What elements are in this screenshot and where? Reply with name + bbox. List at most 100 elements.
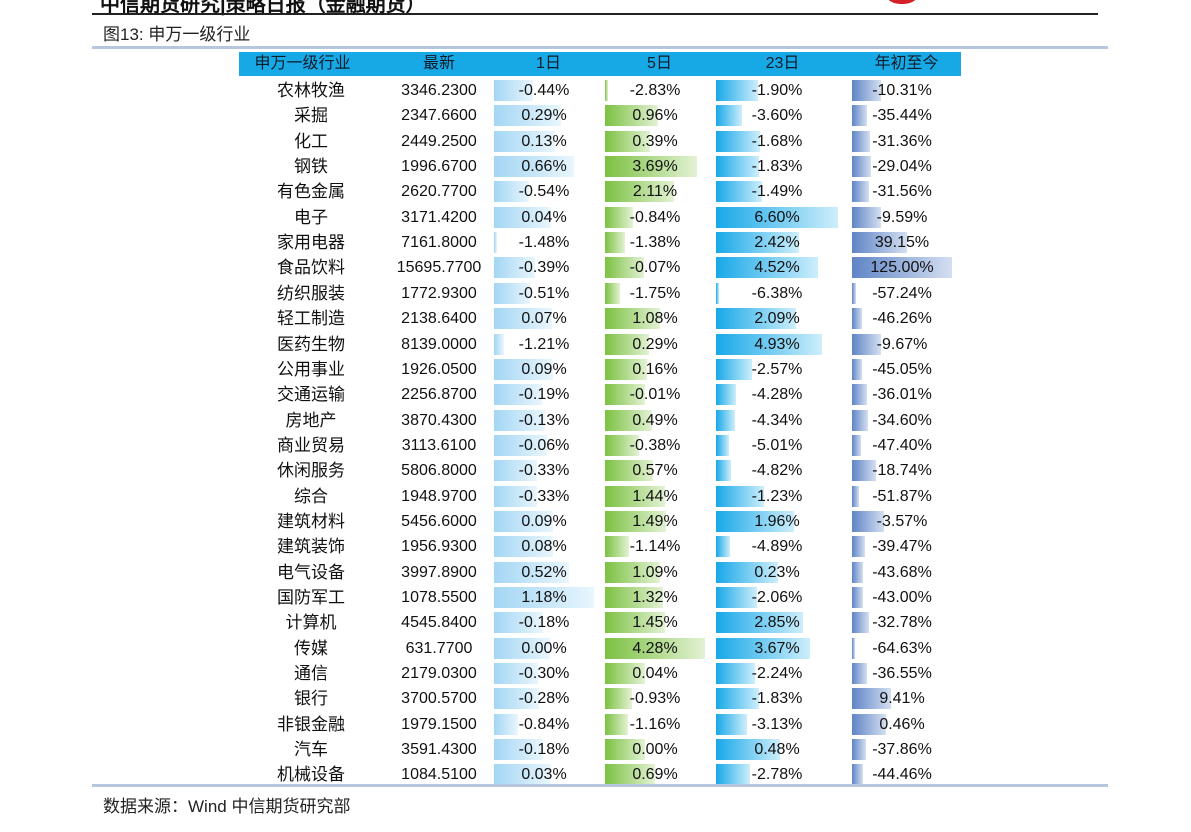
cell-5d: -1.16% <box>605 713 705 735</box>
data-value: -57.24% <box>872 284 932 302</box>
cell-5d: 1.08% <box>605 308 705 330</box>
data-bar <box>494 434 547 456</box>
cell-23d: -4.28% <box>716 384 838 406</box>
data-value: -0.33% <box>518 462 570 480</box>
data-value: -10.31% <box>872 82 932 99</box>
figure-title: 图13: 申万一级行业 <box>103 25 251 44</box>
cell-industry-name: 食品饮料 <box>277 258 345 278</box>
cell-industry-name: 机械设备 <box>277 765 345 785</box>
data-bar <box>716 688 759 710</box>
data-value: -1.48% <box>518 234 570 252</box>
data-value: 1.96% <box>754 512 800 530</box>
cell-industry-name: 房地产 <box>285 410 337 430</box>
cell-23d: 2.42% <box>716 232 838 254</box>
data-value: 1.44% <box>632 487 678 505</box>
data-bar <box>494 510 553 532</box>
cell-5d: 0.04% <box>605 663 705 685</box>
cell-23d: 2.85% <box>716 612 838 634</box>
data-bar <box>494 181 529 203</box>
data-value: 0.07% <box>521 310 567 328</box>
cell-5d: 1.32% <box>605 587 705 608</box>
cell-5d: -0.07% <box>605 257 705 279</box>
cell-latest: 3700.5700 <box>401 690 477 708</box>
data-value: -2.57% <box>751 360 803 378</box>
data-bar <box>605 612 665 634</box>
cell-ytd: 0.46% <box>852 713 952 735</box>
data-value: 0.08% <box>521 538 567 556</box>
data-value: 0.04% <box>632 665 678 683</box>
data-value: 2.85% <box>754 614 800 632</box>
data-value: -4.34% <box>751 411 803 429</box>
data-value: 2.42% <box>754 234 800 252</box>
cell-ytd: -10.31% <box>852 80 952 101</box>
data-bar <box>494 409 545 431</box>
data-value: -44.46% <box>872 766 932 784</box>
data-value: -3.13% <box>751 715 803 733</box>
data-bar <box>605 358 647 380</box>
data-bar <box>852 206 881 228</box>
cell-industry-name: 农林牧渔 <box>277 81 345 100</box>
cell-1d: -0.51% <box>494 282 594 304</box>
cell-latest: 2138.6400 <box>401 310 477 328</box>
cell-ytd: -57.24% <box>852 282 952 304</box>
data-value: -64.63% <box>872 639 932 657</box>
data-bar <box>494 612 543 634</box>
cell-23d: -1.90% <box>716 80 838 101</box>
cell-ytd: -51.87% <box>852 485 952 507</box>
cell-1d: -0.19% <box>494 384 594 406</box>
cell-1d: 0.04% <box>494 206 594 228</box>
data-value: -0.33% <box>518 487 570 505</box>
cell-industry-name: 综合 <box>294 486 328 506</box>
cell-5d: -0.93% <box>605 688 705 710</box>
data-bar <box>852 713 886 735</box>
data-value: 0.16% <box>632 360 678 378</box>
cell-latest: 1084.5100 <box>401 766 477 784</box>
cell-1d: 0.66% <box>494 156 594 178</box>
cell-industry-name: 汽车 <box>294 740 328 760</box>
data-bar <box>605 739 645 761</box>
data-bar <box>494 384 542 406</box>
data-value: 0.23% <box>754 563 800 581</box>
data-bar <box>716 409 735 431</box>
data-value: -35.44% <box>872 107 932 125</box>
data-value: 3.69% <box>632 158 678 176</box>
cell-industry-name: 通信 <box>294 664 328 684</box>
data-value: -0.38% <box>629 436 681 454</box>
data-value: 1.09% <box>632 563 678 581</box>
data-bar <box>852 80 881 101</box>
data-value: -39.47% <box>872 538 932 556</box>
data-bar <box>852 333 881 355</box>
cell-5d: 3.69% <box>605 156 705 178</box>
data-bar <box>605 80 608 101</box>
data-bar <box>852 434 861 456</box>
cell-23d: 1.96% <box>716 510 838 532</box>
data-bar <box>605 105 658 127</box>
cell-23d: 2.09% <box>716 308 838 330</box>
data-value: -45.05% <box>872 360 932 378</box>
data-value: -0.44% <box>518 82 570 99</box>
data-value: -1.38% <box>629 234 681 252</box>
cell-1d: -0.33% <box>494 485 594 507</box>
cell-industry-name: 纺织服装 <box>277 283 345 303</box>
data-value: 0.09% <box>521 360 567 378</box>
data-bar <box>494 460 537 482</box>
data-value: -1.68% <box>751 132 803 150</box>
cell-1d: -0.18% <box>494 739 594 761</box>
data-value: -2.78% <box>751 766 803 784</box>
data-value: 1.45% <box>632 614 678 632</box>
cell-ytd: -43.68% <box>852 561 952 583</box>
data-value: 39.15% <box>874 234 930 252</box>
cell-23d: -3.60% <box>716 105 838 127</box>
cell-ytd: 125.00% <box>852 257 952 279</box>
data-value: -29.04% <box>872 158 932 176</box>
data-bar <box>852 232 907 254</box>
data-value: 125.00% <box>870 259 934 277</box>
data-bar <box>494 257 535 279</box>
cell-1d: 0.00% <box>494 637 594 659</box>
cell-1d: 0.08% <box>494 536 594 558</box>
data-bar <box>852 282 856 304</box>
data-value: 0.29% <box>521 107 567 125</box>
data-value: -1.16% <box>629 715 681 733</box>
cell-ytd: -45.05% <box>852 358 952 380</box>
cell-23d: -2.24% <box>716 663 838 685</box>
